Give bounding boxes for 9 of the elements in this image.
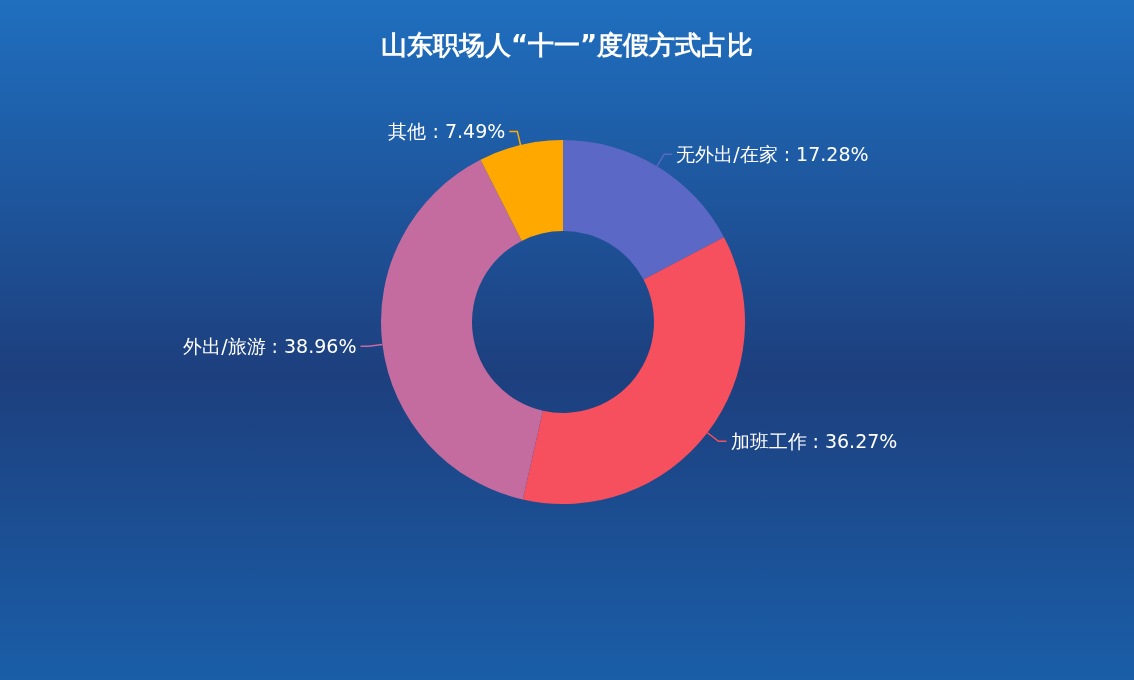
data-label: : 7.49% bbox=[432, 120, 506, 143]
data-label: : 36.27% bbox=[812, 430, 898, 453]
slice-label: 其他 bbox=[388, 120, 427, 143]
slice-label: 无外出/在家 bbox=[676, 143, 778, 166]
slice-label: 外出/旅游 bbox=[183, 335, 266, 358]
chart-title: 山东职场人“十一”度假方式占比 bbox=[380, 30, 754, 60]
data-label: : 17.28% bbox=[783, 143, 869, 166]
slice-label: 加班工作 bbox=[730, 430, 807, 453]
data-label: : 38.96% bbox=[271, 335, 357, 358]
